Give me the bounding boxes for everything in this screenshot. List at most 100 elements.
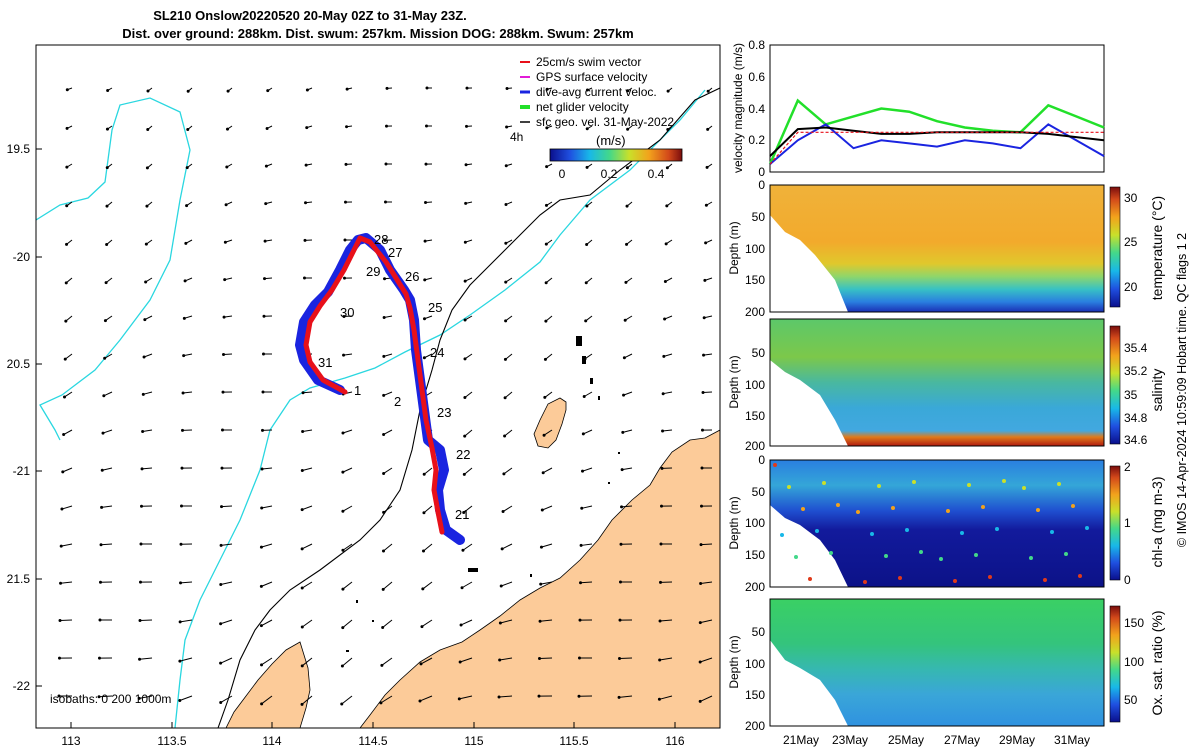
oxygen-section bbox=[770, 599, 1104, 726]
velocity-arrow-head bbox=[142, 355, 146, 359]
velocity-arrow-head bbox=[382, 510, 386, 514]
chla-cb-ticks: 2 1 0 bbox=[1124, 460, 1131, 587]
depth-tick: 200 bbox=[745, 439, 765, 453]
time-tick: 27May bbox=[944, 733, 980, 747]
map-y-ticks: 19.5 -20 20.5 -21 21.5 -22 bbox=[7, 142, 31, 693]
velocity-arrow bbox=[462, 543, 473, 551]
velocity-arrow bbox=[63, 429, 73, 435]
velocity-arrow bbox=[459, 657, 473, 663]
velocity-arrow-head bbox=[539, 582, 543, 586]
velocity-arrow bbox=[503, 467, 513, 475]
velocity-arrow-head bbox=[504, 202, 508, 206]
velocity-arrow-head bbox=[658, 658, 662, 662]
velocity-arrow bbox=[141, 467, 153, 470]
velocity-arrow-head bbox=[140, 504, 144, 508]
velocity-arrow-head bbox=[62, 395, 66, 399]
velocity-arrow-head bbox=[545, 126, 549, 130]
velocity-arrow-head bbox=[105, 127, 109, 131]
velocity-arrow-head bbox=[261, 390, 265, 394]
velocity-arrow-head bbox=[262, 352, 266, 356]
chla-sample-dot bbox=[1071, 504, 1075, 508]
chla-sample-dot bbox=[988, 575, 992, 579]
time-step-label: 4h bbox=[510, 130, 523, 144]
colorbar-tick: 0.2 bbox=[601, 167, 618, 181]
velocity-arrow-head bbox=[260, 702, 264, 706]
velocity-arrow-head bbox=[98, 618, 102, 622]
velocity-arrow bbox=[422, 581, 433, 590]
velocity-y-label: velocity magnitude (m/s) bbox=[731, 43, 745, 173]
velocity-arrow-head bbox=[219, 622, 223, 626]
velocity-arrow-head bbox=[384, 162, 388, 166]
velocity-arrow-head bbox=[382, 315, 386, 319]
velocity-arrow-head bbox=[579, 543, 583, 547]
velocity-arrow-head bbox=[260, 506, 264, 510]
velocity-arrow-head bbox=[266, 89, 270, 93]
day-label: 30 bbox=[340, 305, 354, 320]
velocity-arrow-head bbox=[500, 547, 504, 551]
velocity-arrow bbox=[622, 429, 633, 433]
velocity-arrow-head bbox=[419, 662, 423, 666]
x-tick-label: 114.5 bbox=[358, 734, 387, 748]
velocity-arrow-head bbox=[662, 354, 666, 358]
isobath-200 bbox=[36, 89, 706, 728]
velocity-arrow-head bbox=[619, 542, 623, 546]
day-label: 28 bbox=[374, 232, 388, 247]
velocity-arrow bbox=[419, 695, 433, 702]
depth-tick: 150 bbox=[745, 273, 765, 287]
y-tick-label: 0.8 bbox=[748, 38, 765, 52]
chla-sample-dot bbox=[773, 463, 777, 467]
velocity-arrow-head bbox=[223, 240, 227, 244]
velocity-arrow-head bbox=[422, 472, 426, 476]
cb-tick: 2 bbox=[1124, 460, 1131, 474]
velocity-arrow-head bbox=[698, 660, 702, 664]
velocity-arrow-head bbox=[382, 393, 386, 397]
velocity-arrow-head bbox=[621, 430, 625, 434]
velocity-arrow-head bbox=[219, 582, 223, 586]
velocity-arrow-head bbox=[699, 582, 703, 586]
velocity-arrow bbox=[383, 505, 393, 513]
cb-tick: 1 bbox=[1124, 516, 1131, 530]
velocity-arrow-head bbox=[179, 542, 183, 546]
velocity-arrow-head bbox=[542, 433, 546, 437]
time-tick: 25May bbox=[888, 733, 924, 747]
salinity-cb-ticks: 35.4 35.2 35 34.8 34.6 bbox=[1124, 341, 1148, 447]
velocity-arrow-head bbox=[504, 319, 508, 323]
chla-sample-dot bbox=[801, 507, 805, 511]
time-axis: 21May 23May 25May 27May 29May 31May bbox=[783, 733, 1090, 747]
day-labels: 1 2 21 22 23 24 25 26 27 28 29 30 31 bbox=[318, 232, 470, 522]
chla-sample-dot bbox=[995, 527, 999, 531]
map-legend: 25cm/s swim vector GPS surface velocity … bbox=[520, 55, 674, 129]
velocity-arrow-head bbox=[665, 166, 669, 170]
velocity-arrow bbox=[663, 391, 673, 395]
velocity-arrow-head bbox=[545, 165, 549, 169]
velocity-arrow-head bbox=[59, 544, 63, 548]
velocity-arrow-head bbox=[660, 504, 664, 508]
velocity-arrow-head bbox=[105, 242, 109, 246]
velocity-arrow-head bbox=[139, 580, 143, 584]
chla-sample-dot bbox=[870, 532, 874, 536]
chla-y-label: Depth (m) bbox=[727, 496, 741, 549]
depth-tick: 50 bbox=[752, 625, 766, 639]
velocity-arrow-head bbox=[661, 392, 665, 396]
velocity-arrow-head bbox=[58, 656, 62, 660]
velocity-arrow-head bbox=[226, 89, 230, 93]
velocity-arrow-head bbox=[259, 584, 263, 588]
depth-tick: 100 bbox=[745, 378, 765, 392]
chla-sample-dot bbox=[905, 528, 909, 532]
velocity-arrow bbox=[583, 429, 593, 435]
velocity-arrow bbox=[382, 581, 393, 590]
velocity-arrow bbox=[102, 429, 113, 434]
velocity-arrow-head bbox=[106, 88, 110, 92]
velocity-arrow-head bbox=[145, 204, 149, 208]
day-label: 31 bbox=[318, 355, 332, 370]
velocity-arrow-head bbox=[184, 241, 188, 245]
velocity-arrow-head bbox=[185, 166, 189, 170]
chla-sample-dot bbox=[974, 553, 978, 557]
velocity-arrow-head bbox=[341, 431, 345, 435]
velocity-arrow bbox=[179, 695, 193, 701]
velocity-arrow bbox=[220, 619, 233, 625]
depth-tick: 100 bbox=[745, 657, 765, 671]
map-panel: 1 2 21 22 23 24 25 26 27 28 29 30 31 113… bbox=[7, 44, 721, 748]
velocity-arrow-head bbox=[698, 621, 702, 625]
velocity-arrow-head bbox=[381, 626, 385, 630]
